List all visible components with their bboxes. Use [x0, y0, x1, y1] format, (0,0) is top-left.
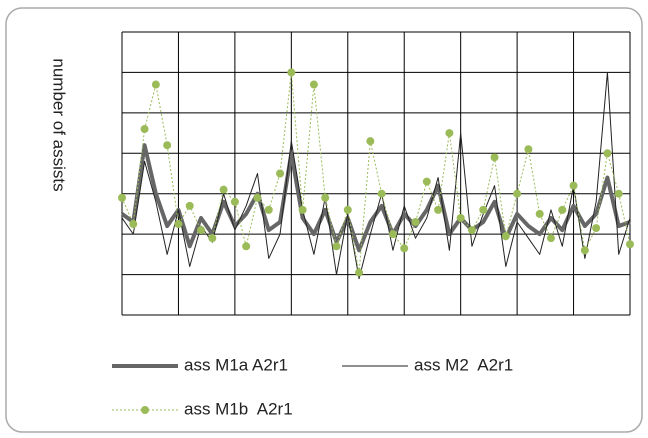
- point: [208, 234, 217, 243]
- point: [276, 169, 285, 178]
- point: [253, 193, 262, 202]
- point: [546, 234, 555, 243]
- y-axis-label: number of assists: [50, 58, 69, 191]
- point: [151, 80, 160, 89]
- point: [287, 68, 296, 77]
- legend-marker: [141, 406, 149, 414]
- point: [479, 205, 488, 214]
- point: [501, 232, 510, 241]
- point: [174, 220, 183, 229]
- point: [467, 226, 476, 235]
- point: [388, 230, 397, 239]
- point: [140, 125, 149, 134]
- legend-label: ass M1b A2r1: [184, 399, 293, 418]
- point: [197, 226, 206, 235]
- chart-frame: [5, 7, 643, 433]
- point: [456, 213, 465, 222]
- point: [309, 80, 318, 89]
- point: [242, 242, 251, 251]
- point: [321, 193, 330, 202]
- point: [129, 220, 138, 229]
- point: [355, 268, 364, 277]
- point: [490, 153, 499, 162]
- point: [569, 181, 578, 190]
- point: [524, 145, 533, 154]
- point: [298, 205, 307, 214]
- point: [411, 218, 420, 227]
- legend-label: ass M2 A2r1: [414, 355, 513, 374]
- point: [558, 205, 567, 214]
- point: [422, 177, 431, 186]
- point: [445, 129, 454, 138]
- point: [219, 185, 228, 194]
- point: [603, 149, 612, 158]
- point: [332, 242, 341, 251]
- legend-label: ass M1a A2r1: [184, 355, 288, 374]
- point: [580, 246, 589, 255]
- point: [366, 137, 375, 146]
- point: [185, 201, 194, 210]
- point: [592, 224, 601, 233]
- point: [513, 189, 522, 198]
- point: [434, 205, 443, 214]
- point: [400, 244, 409, 253]
- series-line: [121, 71, 631, 280]
- point: [118, 193, 126, 202]
- point: [614, 189, 623, 198]
- series-line: [121, 71, 631, 274]
- point: [343, 205, 352, 214]
- point: [377, 189, 386, 198]
- point: [163, 141, 172, 150]
- point: [626, 240, 634, 249]
- point: [230, 197, 239, 206]
- point: [535, 209, 544, 218]
- point: [264, 205, 273, 214]
